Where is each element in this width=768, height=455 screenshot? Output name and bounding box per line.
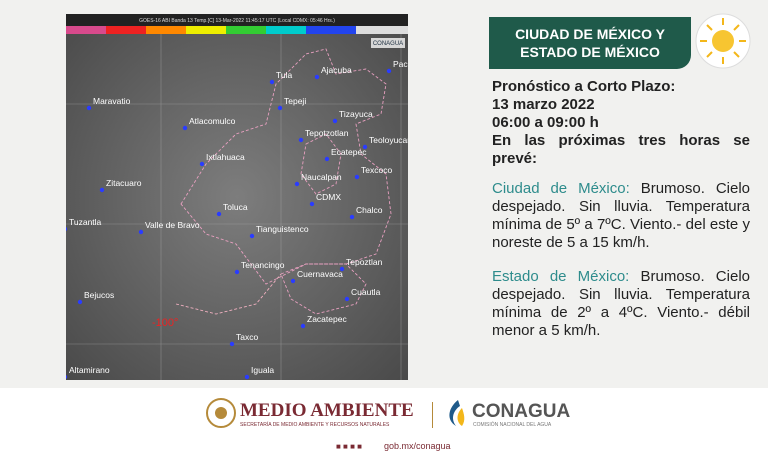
city-dot xyxy=(86,105,92,111)
emblem xyxy=(206,398,236,428)
caption: GOES-16 ABI Banda 13 Temp.[C] 13-Mar-202… xyxy=(139,18,335,24)
city-dot xyxy=(277,105,283,111)
city-label: Zitacuaro xyxy=(106,178,142,188)
city-dot xyxy=(66,227,68,231)
city-label: Teoloyucan xyxy=(369,135,408,145)
url: gob.mx/conagua xyxy=(384,441,451,451)
city-dot xyxy=(354,174,360,180)
city-label: Chalco xyxy=(356,205,383,215)
city-label: Tepotzotlan xyxy=(305,128,349,138)
social-icons: ■ ■ ■ ■ xyxy=(336,442,362,451)
city-label: Texcoco xyxy=(361,165,392,175)
city-label: Bejucos xyxy=(84,290,114,300)
city-dot xyxy=(269,79,275,85)
city-label: Cuautla xyxy=(351,287,381,297)
city-dot xyxy=(290,278,296,284)
city-dot xyxy=(199,161,205,167)
city-label: Zacatepec xyxy=(307,314,347,324)
place: Ciudad de México: xyxy=(492,180,630,197)
city-dot xyxy=(339,266,345,272)
org-name: CONAGUA xyxy=(472,401,571,422)
place: Estado de México: xyxy=(492,268,630,285)
section-text: Brumoso. Cielo despejado. Sin lluvia. Te… xyxy=(492,268,750,339)
city-dot xyxy=(138,229,144,235)
city-label: Atlacomulco xyxy=(189,116,236,126)
city-label: Tianguistenco xyxy=(256,224,309,234)
city-label: Tuzantla xyxy=(69,217,102,227)
watermark: CONAGUA xyxy=(373,41,403,47)
city-label: Naucalpan xyxy=(301,172,342,182)
divider xyxy=(432,402,433,428)
colorbar xyxy=(66,26,408,34)
city-dot xyxy=(386,68,392,74)
city-dot xyxy=(332,118,338,124)
city-label: Pachuca xyxy=(393,59,408,69)
org-name: MEDIO AMBIENTE xyxy=(240,400,414,421)
city-dot xyxy=(77,299,83,305)
city-label: Tepoztlan xyxy=(346,257,383,267)
heading: 06:00 a 09:00 h xyxy=(492,114,599,131)
city-dot xyxy=(298,137,304,143)
city-dot xyxy=(66,375,68,379)
sun-icon xyxy=(695,13,751,69)
org-sub: COMISIÓN NACIONAL DEL AGUA xyxy=(473,422,552,428)
city-dot xyxy=(216,211,222,217)
city-label: Tenancingo xyxy=(241,260,285,270)
city-dot xyxy=(234,269,240,275)
heading: Pronóstico a Corto Plazo: xyxy=(492,78,676,95)
city-label: Altamirano xyxy=(69,365,110,375)
city-label: CDMX xyxy=(316,192,341,202)
city-label: Tizayuca xyxy=(339,109,373,119)
contour-label: -100° xyxy=(152,317,178,329)
city-label: Jaro xyxy=(385,378,402,380)
city-label: Maravatio xyxy=(93,96,131,106)
heading: 13 marzo 2022 xyxy=(492,96,595,113)
header: CIUDAD DE MÉXICO Y ESTADO DE MÉXICO xyxy=(489,17,691,69)
section-text: Brumoso. Cielo despejado. Sin lluvia. Te… xyxy=(492,180,751,251)
satellite-map: GOES-16 ABI Banda 13 Temp.[C] 13-Mar-202… xyxy=(66,14,408,380)
heading: En las próximas tres horas se prevé: xyxy=(492,132,750,167)
city-dot xyxy=(344,296,350,302)
city-dot xyxy=(362,144,368,150)
section: Ciudad de México: Brumoso. Cielo despeja… xyxy=(492,180,750,252)
city-dot xyxy=(249,233,255,239)
city-dot xyxy=(99,187,105,193)
city-label: Valle de Bravo xyxy=(145,220,200,230)
city-label: Cuernavaca xyxy=(297,269,343,279)
city-dot xyxy=(229,341,235,347)
conagua-logo xyxy=(449,400,465,426)
city-label: Ajacuba xyxy=(321,65,352,75)
city-label: Iguala xyxy=(251,365,274,375)
city-dot xyxy=(324,156,330,162)
city-dot xyxy=(182,125,188,131)
city-dot xyxy=(309,201,315,207)
city-label: Ecatepec xyxy=(331,147,367,157)
city-dot xyxy=(294,181,300,187)
city-label: Toluca xyxy=(223,202,248,212)
city-label: Taxco xyxy=(236,332,258,342)
forecast: Pronóstico a Corto Plazo: 13 marzo 2022 … xyxy=(492,78,750,340)
city-label: Ixtlahuaca xyxy=(206,152,245,162)
city-dot xyxy=(349,214,355,220)
city-dot xyxy=(244,374,250,380)
city-label: Tula xyxy=(276,70,292,80)
org-sub: SECRETARÍA DE MEDIO AMBIENTE Y RECURSOS … xyxy=(240,422,390,428)
city-dot xyxy=(300,323,306,329)
city-dot xyxy=(314,74,320,80)
city-label: Tepeji xyxy=(284,96,306,106)
section: Estado de México: Brumoso. Cielo despeja… xyxy=(492,268,750,340)
footer: MEDIO AMBIENTE SECRETARÍA DE MEDIO AMBIE… xyxy=(0,388,768,455)
